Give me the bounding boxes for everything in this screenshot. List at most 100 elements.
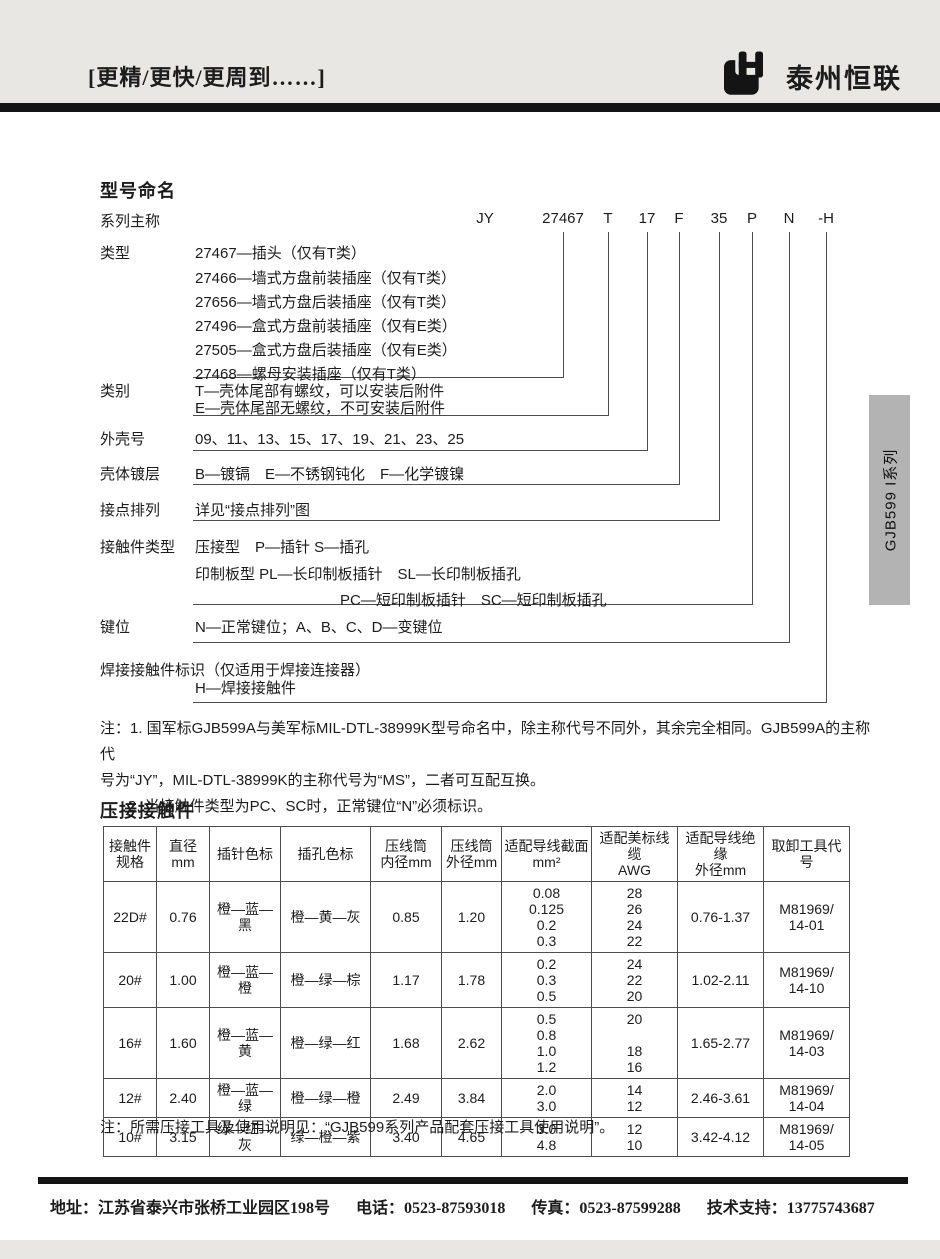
cell-barrel-od: 2.62: [441, 1007, 502, 1079]
cell-size: 22D#: [103, 881, 157, 953]
field-line: PC—短印制板插针 SC—短印制板插孔: [340, 592, 607, 609]
cell-size: 12#: [103, 1078, 157, 1118]
column-header: 接触件 规格: [103, 826, 157, 882]
cell-barrel-od: 4.65: [441, 1117, 502, 1157]
cell-socket-color: 橙—黄—灰: [280, 881, 371, 953]
code-part-type: 27467: [542, 210, 584, 227]
cell-barrel-od: 1.78: [441, 952, 502, 1008]
series-label: 系列主称: [100, 213, 161, 230]
cell-barrel-od: 3.84: [441, 1078, 502, 1118]
cell-wire-mm2: 0.5 0.8 1.0 1.2: [501, 1007, 592, 1079]
cell-wire-mm2: 3.0 4.8: [501, 1117, 592, 1157]
connector-line-contact: [193, 232, 753, 605]
cell-insulation-od: 0.76-1.37: [677, 881, 764, 953]
column-header: 压线筒 外径mm: [441, 826, 502, 882]
cell-size: 10#: [103, 1117, 157, 1157]
crimp-table-note: 注：所需压接工具及使用说明见：“GJB599系列产品配套压接工具使用说明”。: [100, 1119, 615, 1136]
column-header: 适配导线绝缘 外径mm: [677, 826, 764, 882]
cell-wire-mm2: 2.0 3.0: [501, 1078, 592, 1118]
field-line: 27656—墙式方盘后装插座（仅有T类）: [195, 294, 456, 311]
cell-awg: 14 12: [591, 1078, 678, 1118]
lh-logo-icon: [724, 48, 776, 105]
code-part-contact: P: [746, 210, 758, 227]
brand-name: 泰州恒联: [786, 64, 902, 94]
header-band: [0, 0, 940, 103]
table-row: 20# 1.00 橙—蓝—橙 橙—绿—棕 1.17 1.78 0.2 0.3 0…: [103, 952, 850, 1008]
field-label-solder: 焊接接触件标识（仅适用于焊接连接器）: [100, 662, 371, 679]
cell-insulation-od: 2.46-3.61: [677, 1078, 764, 1118]
cell-pin-color: 橙—蓝—橙: [209, 952, 281, 1008]
cell-socket-color: 橙—绿—橙: [280, 1078, 371, 1118]
connector-line-shell: [193, 232, 648, 451]
table-row: 10# 3.15 绿—红—灰 绿—橙—紫 3.40 4.65 3.0 4.8 1…: [103, 1117, 850, 1157]
field-label-shell: 外壳号: [100, 431, 146, 448]
cell-awg: 12 10: [591, 1117, 678, 1157]
field-line: 09、11、13、15、17、19、21、23、25: [195, 431, 465, 448]
column-header: 直径 mm: [156, 826, 210, 882]
connector-line-arrangement: [193, 232, 720, 521]
field-line: E—壳体尾部无螺纹，不可安装后附件: [195, 400, 446, 417]
footer-support: 技术支持：13775743687: [706, 1200, 875, 1217]
crimp-section-title: 压接接触件: [100, 801, 195, 821]
footer-divider-bar: [38, 1177, 908, 1184]
connector-line-plating: [193, 232, 680, 485]
column-header: 插针色标: [209, 826, 281, 882]
field-line: 印制板型 PL—长印制板插针 SL—长印制板插孔: [195, 566, 521, 583]
cell-insulation-od: 3.42-4.12: [677, 1117, 764, 1157]
naming-notes: 注：1. 国军标GJB599A与美军标MIL-DTL-38999K型号命名中，除…: [100, 716, 880, 820]
cell-barrel-id: 2.49: [370, 1078, 442, 1118]
cell-barrel-id: 3.40: [370, 1117, 442, 1157]
field-label-contact: 接触件类型: [100, 539, 176, 556]
naming-section-title: 型号命名: [100, 181, 176, 201]
field-line: 27496—盒式方盘前装插座（仅有E类）: [195, 318, 457, 335]
code-part-plating: F: [674, 210, 684, 227]
cell-pin-color: 橙—蓝—黑: [209, 881, 281, 953]
cell-diameter: 0.76: [156, 881, 210, 953]
cell-awg: 24 22 20: [591, 952, 678, 1008]
cell-tool: M81969/ 14-04: [763, 1078, 850, 1118]
cell-pin-color: 绿—红—灰: [209, 1117, 281, 1157]
table-row: 16# 1.60 橙—蓝—黄 橙—绿—红 1.68 2.62 0.5 0.8 1…: [103, 1007, 850, 1079]
note-line: 2. 当接触件类型为PC、SC时，正常键位“N”必须标识。: [128, 798, 493, 815]
cell-insulation-od: 1.65-2.77: [677, 1007, 764, 1079]
cell-barrel-id: 1.68: [370, 1007, 442, 1079]
header-divider-bar: [0, 103, 940, 112]
code-part-series: JY: [476, 210, 494, 227]
column-header: 插孔色标: [280, 826, 371, 882]
code-part-solder: -H: [818, 210, 834, 227]
cell-barrel-id: 1.17: [370, 952, 442, 1008]
connector-line-class: [193, 232, 609, 416]
field-line: 27466—墙式方盘前装插座（仅有T类）: [195, 270, 456, 287]
cell-awg: 28 26 24 22: [591, 881, 678, 953]
column-header: 适配美标线缆 AWG: [591, 826, 678, 882]
cell-wire-mm2: 0.2 0.3 0.5: [501, 952, 592, 1008]
field-line: B—镀镉 E—不锈钢钝化 F—化学镀镍: [195, 466, 465, 483]
cell-pin-color: 橙—蓝—黄: [209, 1007, 281, 1079]
footer-address: 地址：江苏省泰兴市张桥工业园区198号: [50, 1200, 331, 1217]
table-row: 22D# 0.76 橙—蓝—黑 橙—黄—灰 0.85 1.20 0.08 0.1…: [103, 881, 850, 953]
connector-line-solder: [193, 232, 827, 703]
field-line: 27468—螺母安装插座（仅有T类）: [195, 366, 426, 383]
field-label-key: 键位: [100, 619, 131, 636]
field-label-plating: 壳体镀层: [100, 466, 161, 483]
series-side-tab: GJB599 I系列: [869, 395, 910, 605]
field-line: H—焊接接触件: [195, 680, 296, 697]
field-line: 27505—盒式方盘后装插座（仅有E类）: [195, 342, 457, 359]
field-label-type: 类型: [100, 245, 131, 262]
footer-fax: 传真：0523-87599288: [531, 1200, 681, 1217]
cell-diameter: 1.60: [156, 1007, 210, 1079]
cell-socket-color: 橙—绿—红: [280, 1007, 371, 1079]
cell-tool: M81969/ 14-05: [763, 1117, 850, 1157]
bottom-gray-band: [0, 1240, 940, 1259]
cell-awg: 20 18 16: [591, 1007, 678, 1079]
brand-logo: 泰州恒联: [724, 48, 902, 105]
cell-tool: M81969/ 14-01: [763, 881, 850, 953]
cell-insulation-od: 1.02-2.11: [677, 952, 764, 1008]
field-label-class: 类别: [100, 383, 131, 400]
column-header: 压线筒 内径mm: [370, 826, 442, 882]
table-row: 12# 2.40 橙—蓝—绿 橙—绿—橙 2.49 3.84 2.0 3.0 1…: [103, 1078, 850, 1118]
cell-diameter: 3.15: [156, 1117, 210, 1157]
column-header: 取卸工具代号: [763, 826, 850, 882]
cell-diameter: 1.00: [156, 952, 210, 1008]
field-label-arrangement: 接点排列: [100, 502, 161, 519]
